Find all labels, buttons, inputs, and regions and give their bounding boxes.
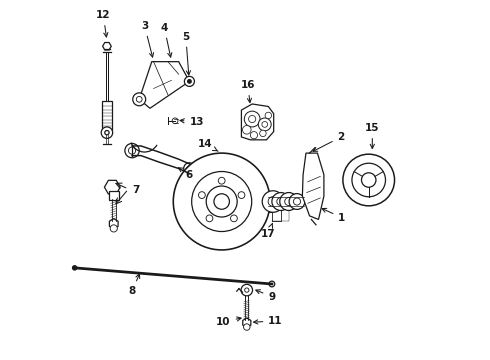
Text: 1: 1 — [322, 208, 345, 222]
Circle shape — [184, 163, 195, 174]
Circle shape — [214, 194, 229, 209]
Circle shape — [362, 173, 376, 187]
Circle shape — [262, 191, 284, 212]
Circle shape — [262, 122, 268, 127]
Circle shape — [197, 163, 208, 174]
Circle shape — [128, 147, 136, 154]
Polygon shape — [302, 153, 324, 220]
Circle shape — [172, 118, 178, 124]
Circle shape — [101, 127, 113, 138]
Circle shape — [245, 111, 260, 127]
Text: 12: 12 — [96, 10, 111, 37]
Circle shape — [125, 143, 139, 158]
Circle shape — [260, 130, 266, 136]
Circle shape — [184, 76, 195, 86]
Text: 15: 15 — [365, 123, 380, 148]
Text: 14: 14 — [198, 139, 218, 151]
Circle shape — [133, 93, 146, 106]
Text: 7: 7 — [132, 185, 139, 195]
Text: 9: 9 — [256, 290, 275, 302]
Circle shape — [272, 193, 290, 211]
Circle shape — [265, 112, 271, 119]
Circle shape — [206, 186, 237, 217]
Text: 4: 4 — [161, 23, 172, 57]
Circle shape — [173, 153, 270, 250]
Circle shape — [343, 154, 394, 206]
Circle shape — [105, 131, 109, 135]
Circle shape — [245, 288, 249, 292]
Circle shape — [258, 118, 271, 131]
Polygon shape — [139, 62, 190, 108]
Circle shape — [285, 198, 293, 206]
Circle shape — [230, 215, 237, 222]
Text: 2: 2 — [313, 132, 345, 151]
Text: 6: 6 — [178, 168, 193, 180]
Text: 5: 5 — [182, 32, 191, 75]
Circle shape — [136, 96, 142, 102]
Text: 10: 10 — [216, 317, 241, 327]
Circle shape — [352, 163, 386, 197]
Text: 17: 17 — [261, 223, 275, 239]
Circle shape — [187, 166, 192, 171]
Circle shape — [73, 266, 77, 270]
Text: 8: 8 — [128, 274, 140, 296]
Circle shape — [250, 132, 258, 139]
Circle shape — [241, 284, 252, 296]
Circle shape — [268, 197, 278, 206]
Circle shape — [198, 192, 205, 198]
Circle shape — [110, 225, 117, 232]
Circle shape — [192, 171, 252, 231]
Text: 16: 16 — [241, 80, 255, 103]
Circle shape — [191, 163, 202, 174]
Text: 3: 3 — [141, 21, 153, 57]
Circle shape — [248, 116, 256, 123]
Circle shape — [194, 166, 199, 171]
Circle shape — [269, 281, 275, 287]
Circle shape — [244, 324, 250, 330]
Circle shape — [289, 194, 305, 210]
Circle shape — [238, 192, 245, 198]
Circle shape — [277, 198, 285, 206]
Circle shape — [206, 215, 213, 222]
Circle shape — [294, 198, 300, 205]
Circle shape — [200, 166, 205, 171]
FancyBboxPatch shape — [102, 101, 112, 130]
Circle shape — [243, 126, 251, 134]
Circle shape — [280, 193, 298, 211]
FancyBboxPatch shape — [109, 191, 119, 200]
Text: 11: 11 — [254, 316, 283, 326]
Polygon shape — [242, 104, 274, 140]
Text: 13: 13 — [180, 117, 204, 127]
Circle shape — [188, 80, 191, 83]
Circle shape — [219, 177, 225, 184]
